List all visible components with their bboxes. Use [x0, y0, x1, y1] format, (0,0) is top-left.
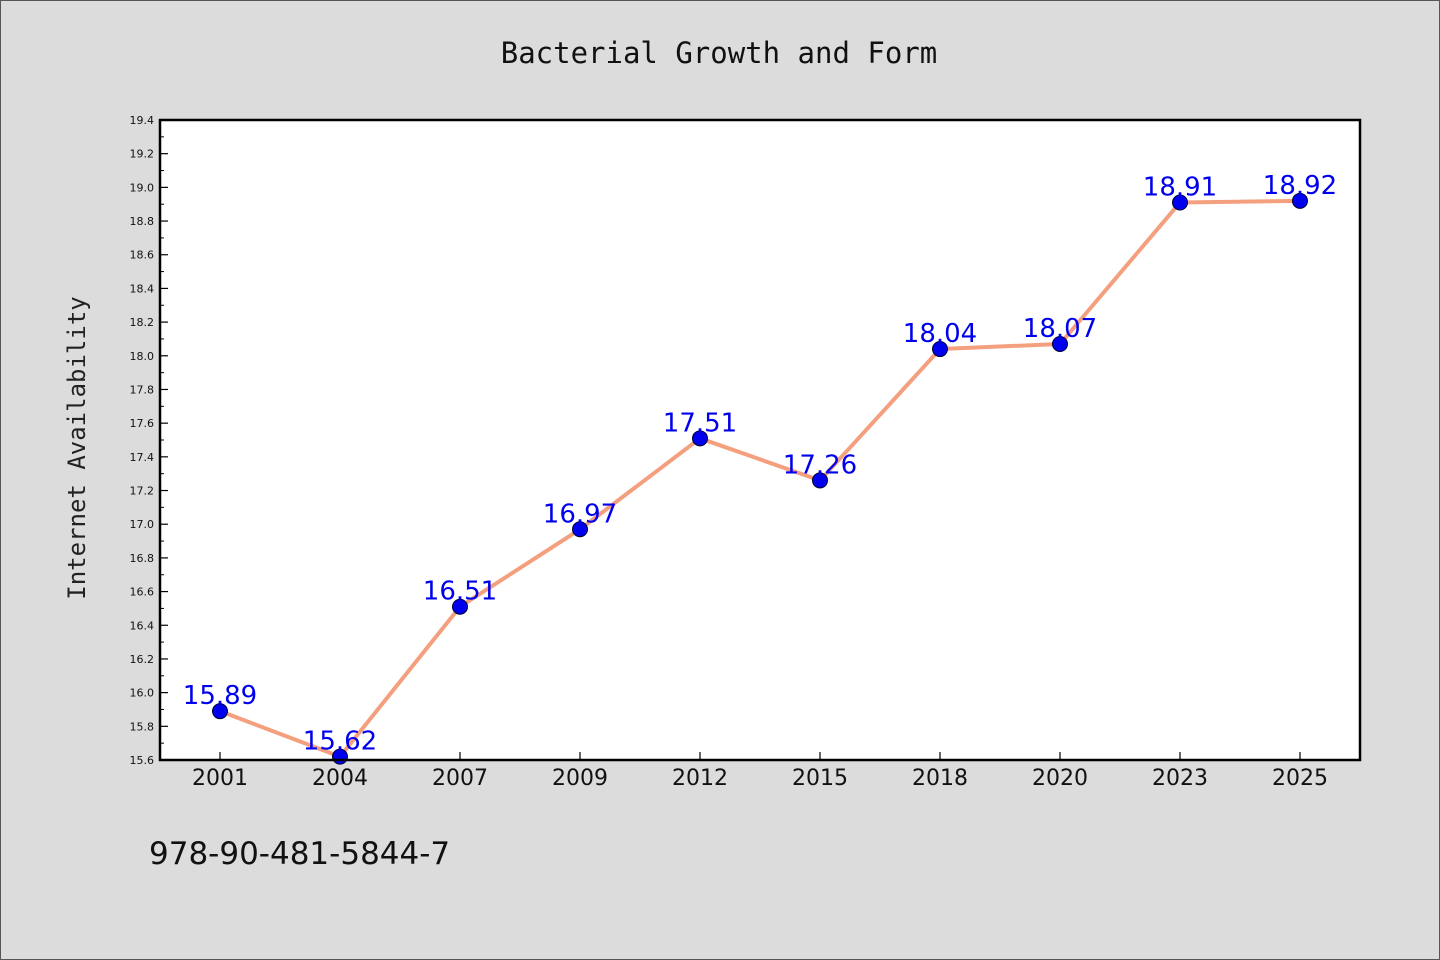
x-tick-label: 2007 — [432, 766, 488, 791]
y-tick-label: 15.8 — [130, 720, 155, 733]
y-tick-label: 17.4 — [130, 451, 155, 464]
data-label: 18.04 — [903, 319, 977, 349]
y-tick-label: 18.2 — [130, 316, 155, 329]
data-label: 15.89 — [183, 681, 257, 711]
data-point — [572, 521, 588, 538]
x-tick-label: 2015 — [792, 766, 848, 791]
y-tick-label: 17.2 — [130, 485, 155, 498]
y-tick-label: 16.0 — [130, 687, 155, 700]
data-label: 17.51 — [663, 408, 737, 438]
y-tick-label: 18.8 — [130, 215, 155, 228]
x-tick-label: 2020 — [1032, 766, 1088, 791]
y-tick-label: 17.8 — [130, 383, 155, 396]
data-point — [452, 598, 468, 615]
x-axis-ticks: 2001 2004 2007 2009 2012 2015 2018 2020 2023 2025 — [192, 752, 1328, 791]
isbn-text: 978-90-481-5844-7 — [149, 836, 450, 872]
y-tick-label: 16.4 — [130, 619, 155, 632]
plot-border — [158, 118, 1362, 762]
x-tick-label: 2001 — [192, 766, 248, 791]
x-tick-label: 2004 — [312, 766, 368, 791]
chart-title: Bacterial Growth and Form — [501, 36, 938, 70]
y-tick-label: 16.2 — [130, 653, 155, 666]
data-point — [212, 703, 228, 720]
y-tick-label: 18.4 — [130, 282, 155, 295]
y-tick-label: 16.8 — [130, 552, 155, 565]
data-label: 18.07 — [1023, 314, 1097, 344]
y-tick-label: 19.0 — [130, 181, 155, 194]
data-point — [692, 430, 708, 447]
x-tick-label: 2009 — [552, 766, 608, 791]
y-tick-label: 17.6 — [130, 417, 155, 430]
data-point — [812, 472, 828, 489]
data-point — [932, 341, 948, 358]
data-point — [1172, 194, 1188, 211]
x-tick-label: 2023 — [1152, 766, 1208, 791]
y-tick-label: 15.6 — [130, 754, 155, 767]
y-tick-label: 17.0 — [130, 518, 155, 531]
data-point — [1052, 336, 1068, 352]
data-label: 16.51 — [423, 577, 497, 607]
data-label: 16.97 — [543, 499, 617, 529]
data-label: 15.62 — [303, 727, 377, 757]
x-tick-label: 2018 — [912, 766, 968, 791]
data-labels: 15.89 15.62 16.51 16.97 17.51 17.26 18.04 18.07… — [183, 171, 1337, 757]
y-tick-label: 18.0 — [130, 350, 155, 363]
plot-area — [160, 120, 1360, 760]
y-axis-label: Internet Availability — [63, 296, 91, 599]
data-label: 18.91 — [1143, 173, 1217, 203]
data-label: 17.26 — [783, 450, 857, 480]
y-tick-label: 16.6 — [130, 586, 155, 599]
series-line — [219, 198, 1301, 759]
x-tick-label: 2025 — [1272, 766, 1328, 791]
data-points — [212, 192, 1308, 765]
y-tick-label: 19.4 — [130, 114, 155, 127]
x-tick-label: 2012 — [672, 766, 728, 791]
y-tick-label: 19.2 — [130, 148, 155, 161]
data-label: 18.92 — [1263, 171, 1337, 201]
data-point — [1292, 192, 1308, 209]
y-axis-ticks: 15.6 15.8 16.0 16.2 16.4 16.6 16.8 17.0 17.2 17.4… — [130, 114, 168, 767]
y-tick-label: 18.6 — [130, 249, 155, 262]
